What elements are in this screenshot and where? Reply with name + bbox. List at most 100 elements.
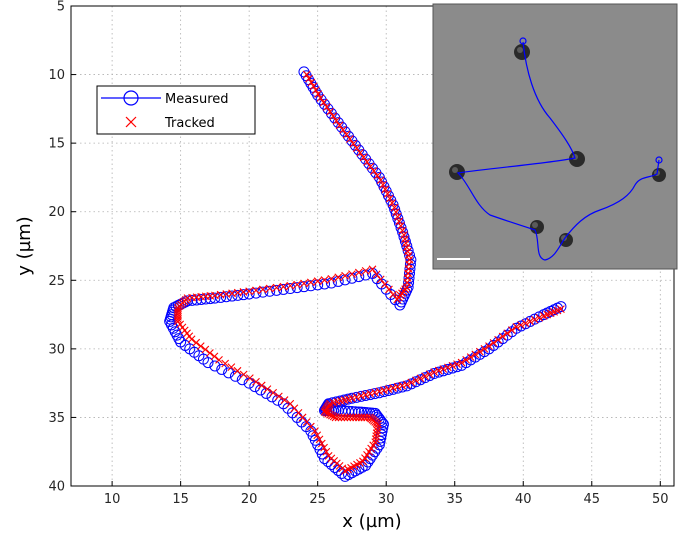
tracked-point bbox=[398, 381, 407, 390]
tracked-point bbox=[335, 121, 344, 130]
tracked-point bbox=[385, 194, 394, 203]
tracked-point bbox=[375, 387, 384, 396]
tracked-point bbox=[192, 338, 201, 347]
tracked-point bbox=[390, 203, 399, 212]
tracked-point bbox=[425, 370, 434, 379]
y-axis-label: y (µm) bbox=[14, 216, 35, 275]
measured-point bbox=[375, 429, 387, 441]
y-tick-label: 20 bbox=[48, 205, 65, 220]
measured-point bbox=[226, 290, 238, 302]
tracked-point bbox=[369, 167, 378, 175]
tracked-point bbox=[306, 278, 315, 287]
y-tick-label: 15 bbox=[48, 137, 65, 152]
tracked-point bbox=[252, 377, 260, 386]
tracked-point bbox=[305, 74, 313, 83]
tracked-point bbox=[393, 382, 402, 391]
x-tick-label: 10 bbox=[104, 492, 121, 507]
measured-point bbox=[236, 374, 248, 386]
legend-box bbox=[96, 85, 256, 135]
tracked-point bbox=[389, 384, 397, 392]
tracked-point bbox=[396, 221, 405, 230]
tracked-point bbox=[379, 180, 387, 189]
tracked-point bbox=[313, 431, 322, 440]
tracked-point bbox=[339, 125, 347, 134]
legend-entry-measured: Measured bbox=[101, 90, 229, 107]
tracked-point bbox=[393, 295, 402, 304]
measured-point bbox=[195, 293, 207, 305]
inset-start-marker bbox=[519, 37, 527, 45]
tracked-point bbox=[363, 157, 371, 166]
measured-point bbox=[237, 289, 249, 301]
measured-point bbox=[375, 415, 387, 427]
tracked-point bbox=[357, 392, 365, 400]
measured-point bbox=[216, 363, 228, 375]
tracked-point bbox=[507, 326, 516, 335]
tracked-point bbox=[341, 271, 349, 280]
tracked-point bbox=[252, 286, 260, 295]
measured-point bbox=[369, 407, 381, 419]
tracked-point bbox=[398, 226, 407, 235]
tracked-point bbox=[311, 86, 320, 95]
tracked-point bbox=[453, 360, 461, 369]
series-layer bbox=[164, 66, 567, 482]
tracked-point bbox=[392, 208, 400, 217]
tracked-point bbox=[293, 280, 302, 289]
y-tick-label: 5 bbox=[57, 0, 65, 15]
tracked-point bbox=[348, 394, 356, 403]
measured-point bbox=[191, 294, 203, 306]
tracked-point bbox=[380, 280, 389, 289]
tracked-point bbox=[421, 372, 429, 381]
tracked-point bbox=[372, 270, 381, 279]
inset-particle-1 bbox=[514, 44, 530, 60]
tracked-point bbox=[412, 376, 420, 385]
tracked-point bbox=[388, 199, 397, 207]
tracked-point bbox=[475, 347, 484, 356]
tracked-point bbox=[322, 447, 331, 456]
tracked-point bbox=[366, 162, 375, 171]
tracked-point bbox=[352, 413, 360, 422]
measured-point bbox=[376, 425, 388, 437]
tracked-point bbox=[239, 370, 248, 379]
inset-trajectory-path bbox=[456, 41, 660, 261]
tracked-point bbox=[315, 435, 324, 444]
measured-point bbox=[209, 360, 221, 372]
tracked-point bbox=[352, 144, 361, 153]
tracked-point bbox=[498, 332, 507, 341]
tracked-point bbox=[370, 388, 379, 397]
tracked-point bbox=[439, 365, 448, 373]
tracked-point bbox=[329, 112, 338, 121]
tracked-point bbox=[480, 344, 489, 353]
tracked-point bbox=[280, 396, 289, 404]
tracked-point bbox=[356, 148, 365, 157]
legend-measured-label: Measured bbox=[165, 92, 229, 107]
tracked-point bbox=[309, 82, 318, 91]
tracked-point bbox=[331, 413, 340, 422]
measured-point bbox=[232, 289, 244, 301]
tracked-point bbox=[257, 381, 266, 390]
tracked-point bbox=[319, 98, 328, 107]
measured-point bbox=[204, 293, 216, 305]
tracked-point bbox=[221, 359, 230, 368]
tracked-point bbox=[269, 388, 278, 397]
tracked-point bbox=[407, 378, 416, 387]
tracked-point bbox=[434, 366, 443, 375]
tracked-point bbox=[317, 439, 326, 448]
x-tick-label: 40 bbox=[515, 492, 532, 507]
tracked-point bbox=[416, 374, 425, 383]
tracked-point bbox=[311, 427, 319, 436]
tracked-point bbox=[512, 323, 521, 331]
tracked-point bbox=[348, 270, 356, 279]
tracked-point bbox=[327, 411, 336, 420]
tracked-point bbox=[521, 319, 530, 328]
x-tick-label: 20 bbox=[241, 492, 258, 507]
tracked-point bbox=[466, 353, 475, 361]
tracked-point bbox=[263, 385, 272, 393]
y-tick-label: 25 bbox=[48, 274, 65, 289]
tracked-point bbox=[227, 363, 236, 372]
tracked-point bbox=[402, 380, 411, 389]
tracked-point bbox=[300, 279, 308, 288]
y-tick-label: 35 bbox=[48, 411, 65, 426]
tracked-point bbox=[322, 103, 331, 111]
tracked-point bbox=[205, 349, 214, 357]
measured-point bbox=[329, 461, 341, 473]
